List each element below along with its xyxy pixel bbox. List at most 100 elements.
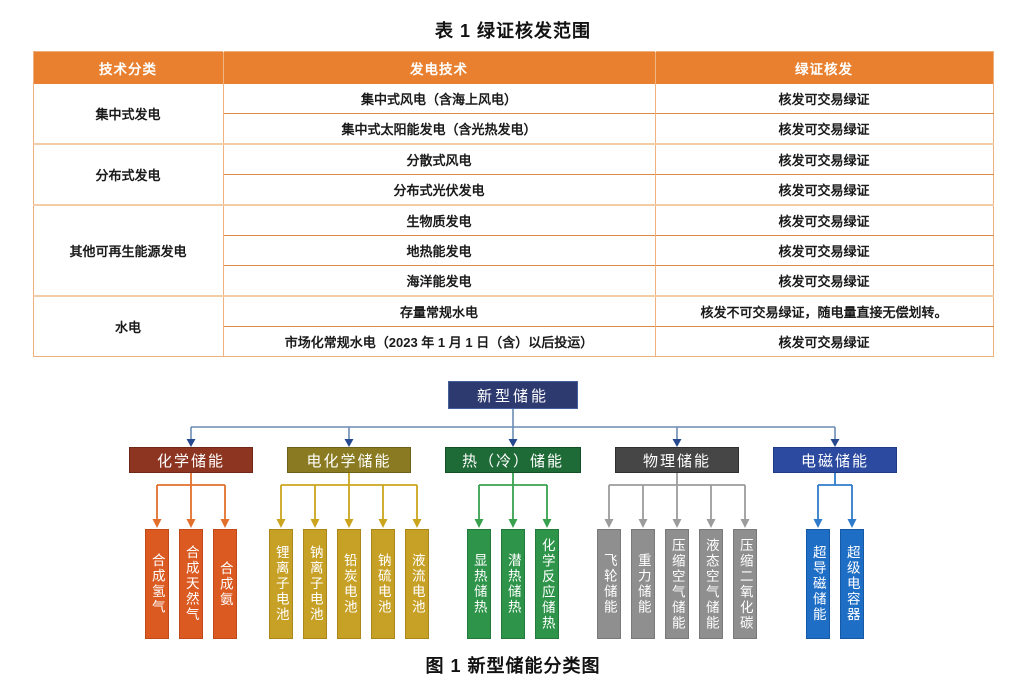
category-box: 化学储能 [128,447,253,473]
arrowhead-icon [186,439,196,447]
tech-cell: 集中式风电（含海上风电） [222,84,655,114]
leaf-node: 飞轮储能 [597,529,621,639]
leaf-node: 化学反应储热 [534,529,559,639]
leaf-node: 合成天然气 [178,529,203,639]
tech-cell: 分布式光伏发电 [222,174,655,205]
tech-cell: 生物质发电 [222,204,655,236]
table-row: 集中式发电 集中式风电（含海上风电） 核发可交易绿证 [33,84,993,122]
branch: 热（冷）储能显热储热 潜热储热 化学反应储热 [444,447,581,639]
branch-connector [474,473,552,528]
cert-cell: 核发可交易绿证 [654,265,993,296]
category-cell: 水电 [33,295,223,357]
branch-connector [152,473,230,528]
cert-cell: 核发可交易绿证 [654,113,993,144]
root-node: 新型储能 [448,381,578,409]
figure-caption: 图 1 新型储能分类图 [425,656,601,676]
table-row: 市场化常规水电（2023 年 1 月 1 日（含）以后投运） 核发可交易绿证 [33,326,993,357]
leaf-node: 铅炭电池 [336,529,361,639]
tech-cell: 地热能发电 [222,235,655,266]
arrowhead-icon [344,439,354,447]
leaf-node: 合成氨 [212,529,237,639]
category-box: 热（冷）储能 [444,447,581,473]
table-row: 地热能发电 核发可交易绿证 [33,235,993,266]
category-box: 电化学储能 [286,447,411,473]
table-title: 表 1 绿证核发范围 [434,21,591,41]
arrowhead-icon [276,519,286,528]
cert-cell: 核发可交易绿证 [654,84,993,114]
cert-cell: 核发可交易绿证 [654,174,993,205]
leaf-row: 飞轮储能 重力储能 压缩空气储能 液态空气储能 压缩二氧化碳 [597,529,757,639]
arrowhead-icon [672,439,682,447]
column-header: 技术分类 [33,51,223,84]
arrowhead-icon [706,519,716,528]
category-box: 物理储能 [615,447,739,473]
cert-cell: 核发可交易绿证 [654,326,993,357]
arrowhead-icon [474,519,484,528]
table-row: 海洋能发电 核发可交易绿证 [33,265,993,296]
leaf-node: 钠离子电池 [302,529,327,639]
column-header: 绿证核发 [654,51,993,84]
leaf-row: 合成氢气 合成天然气 合成氨 [144,529,237,639]
arrowhead-icon [604,519,614,528]
leaf-node: 合成氢气 [144,529,169,639]
arrowhead-icon [813,519,823,528]
green-cert-table: 技术分类 发电技术 绿证核发 集中式发电 集中式风电（含海上风电） 核发可交易绿证 集中式… [32,51,994,357]
arrowhead-icon [542,519,552,528]
arrowhead-icon [672,519,682,528]
arrowhead-icon [740,519,750,528]
leaf-node: 潜热储热 [500,529,525,639]
branch-connector [813,473,857,528]
leaf-node: 显热储热 [466,529,491,639]
arrowhead-icon [508,439,518,447]
arrowhead-icon [508,519,518,528]
storage-classification-diagram: 新型储能 化学储能 合成氢气 合成天然气 合成氨 电化学储能 锂离子电池 钠离子电池 铅炭电池… [0,381,1026,639]
table-header-row: 技术分类 发电技术 绿证核发 [33,51,993,84]
leaf-node: 钠硫电池 [370,529,395,639]
category-box: 电磁储能 [773,447,897,473]
leaf-node: 液流电池 [404,529,429,639]
table-row: 水电 存量常规水电 核发不可交易绿证，随电量直接无偿划转。 [33,295,993,357]
branches-row: 化学储能 合成氢气 合成天然气 合成氨 电化学储能 锂离子电池 钠离子电池 铅炭电池 钠硫电池液… [0,447,1026,639]
category-cell: 分布式发电 [33,143,223,205]
tech-cell: 分散式风电 [222,143,655,175]
category-cell: 其他可再生能源发电 [33,204,223,296]
leaf-row: 锂离子电池 钠离子电池 铅炭电池 钠硫电池 液流电池 [268,529,429,639]
cert-cell: 核发可交易绿证 [654,235,993,266]
cert-cell: 核发不可交易绿证，随电量直接无偿划转。 [654,295,993,327]
arrowhead-icon [152,519,162,528]
leaf-node: 重力储能 [631,529,655,639]
leaf-node: 液态空气储能 [699,529,723,639]
category-cell: 集中式发电 [95,107,161,122]
arrowhead-icon [412,519,422,528]
table-row: 其他可再生能源发电 生物质发电 核发可交易绿证 [33,204,993,296]
arrowhead-icon [310,519,320,528]
leaf-node: 超导磁储能 [806,529,830,639]
branch-connector [276,473,422,528]
tech-cell: 市场化常规水电（2023 年 1 月 1 日（含）以后投运） [222,326,655,357]
arrowhead-icon [638,519,648,528]
cert-cell: 核发可交易绿证 [654,204,993,236]
table-row: 集中式太阳能发电（含光热发电） 核发可交易绿证 [33,113,993,144]
branch: 化学储能合成氢气 合成天然气 合成氨 [128,447,253,639]
tech-cell: 存量常规水电 [222,295,655,327]
arrowhead-icon [830,439,840,447]
arrowhead-icon [220,519,230,528]
tech-cell: 海洋能发电 [222,265,655,296]
branch: 电化学储能锂离子电池 钠离子电池 铅炭电池 钠硫电池 液流电池 [268,447,429,639]
leaf-node: 超级电容器 [840,529,864,639]
table-row: 分布式光伏发电 核发可交易绿证 [33,174,993,205]
cert-cell: 核发可交易绿证 [654,143,993,175]
column-header: 发电技术 [222,51,655,84]
tech-cell: 集中式太阳能发电（含光热发电） [222,113,655,144]
arrowhead-icon [186,519,196,528]
leaf-row: 超导磁储能 超级电容器 [806,529,864,639]
branch: 物理储能飞轮储能 重力储能 压缩空气储能 液态空气储能 压缩二氧化碳 [597,447,757,639]
table-row: 分布式发电 分散式风电 核发可交易绿证 [33,143,993,205]
leaf-node: 锂离子电池 [268,529,293,639]
branch-connector [604,473,750,528]
leaf-node: 压缩空气储能 [665,529,689,639]
arrowhead-icon [344,519,354,528]
leaf-row: 显热储热 潜热储热 化学反应储热 [466,529,559,639]
leaf-node: 压缩二氧化碳 [733,529,757,639]
